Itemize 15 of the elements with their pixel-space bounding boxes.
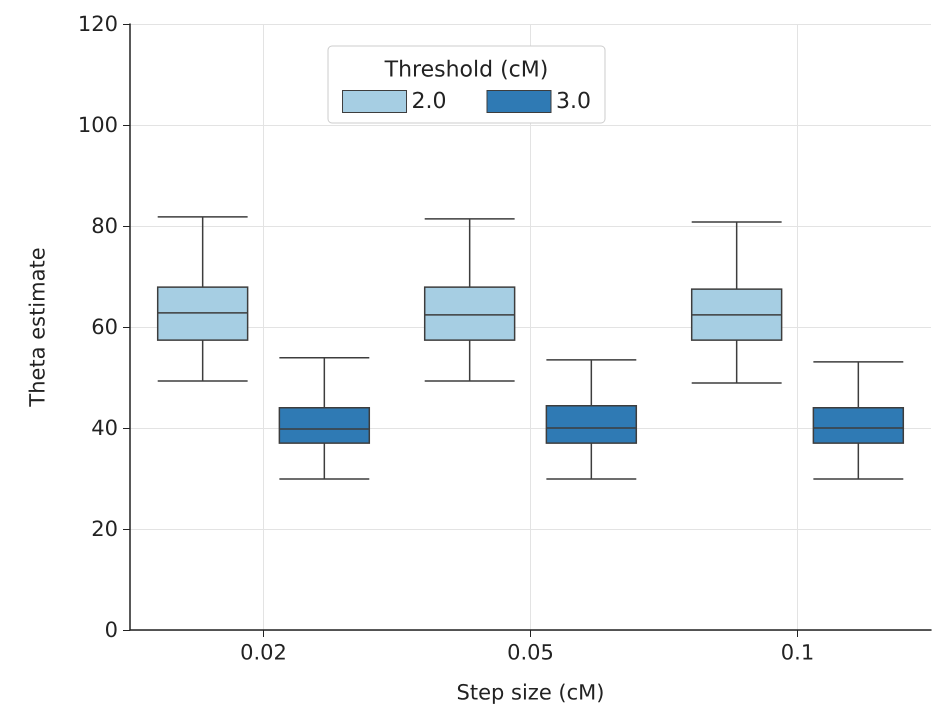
x-axis-title: Step size (cM) [456,680,604,704]
y-tick-label: 0 [104,618,118,642]
y-tick-label: 60 [91,315,118,339]
y-tick-label: 80 [91,214,118,238]
legend-label: 2.0 [412,89,447,114]
y-axis-title: Theta estimate [26,247,50,408]
y-tick-label: 100 [78,113,118,137]
legend-label: 3.0 [556,89,591,114]
y-tick-label: 40 [91,416,118,440]
y-tick-label: 20 [91,517,118,541]
x-tick-label: 0.1 [780,640,814,664]
x-tick-label: 0.05 [507,640,554,664]
y-tick-label: 120 [78,12,118,36]
legend-title: Threshold (cM) [384,58,548,82]
x-tick-label: 0.02 [240,640,287,664]
